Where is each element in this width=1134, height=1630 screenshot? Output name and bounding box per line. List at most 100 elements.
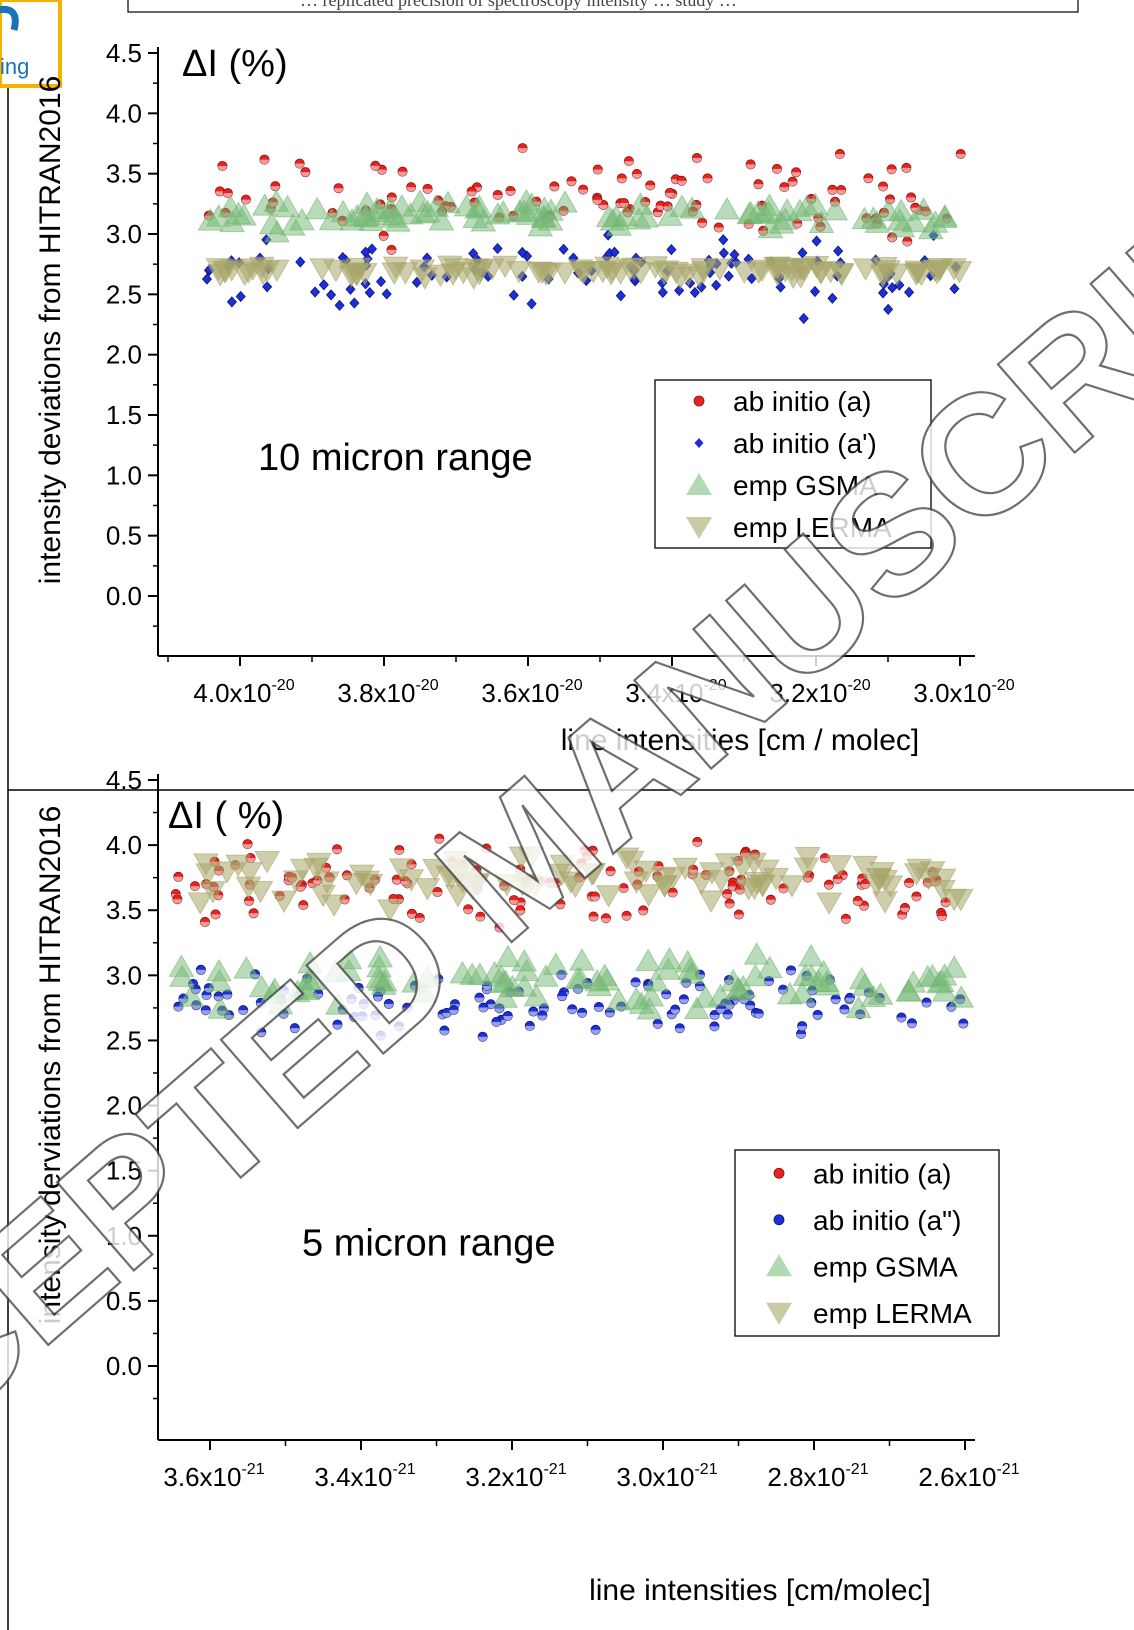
point [948, 985, 975, 1008]
point-highlight [592, 199, 603, 205]
point-highlight [887, 237, 897, 242]
y-tick-label: 3.0 [106, 219, 142, 249]
point [225, 201, 252, 225]
point [910, 197, 937, 220]
point-highlight [463, 909, 473, 914]
point [860, 984, 887, 1008]
point [595, 885, 622, 908]
y-tick-label: 3.5 [106, 159, 142, 189]
point [513, 188, 540, 212]
point-highlight [946, 1006, 956, 1012]
point-highlight [481, 848, 492, 854]
x-tick-label: 3.2x10-20 [769, 677, 870, 708]
point-highlight [397, 171, 408, 177]
x-tick-label: 3.0x10-20 [913, 677, 1014, 708]
point [349, 297, 360, 309]
point [271, 890, 297, 914]
point-highlight [677, 180, 687, 186]
point [772, 207, 799, 230]
point [304, 196, 330, 220]
point-highlight [376, 1035, 386, 1041]
point-highlight [833, 879, 843, 884]
point-highlight [605, 1012, 615, 1018]
point-highlight [434, 838, 444, 844]
point [868, 862, 895, 885]
point [872, 891, 898, 914]
point-highlight [956, 154, 966, 159]
legend-label: ab initio (a) [813, 1158, 952, 1189]
point-highlight [772, 168, 782, 174]
point-highlight [577, 1012, 587, 1018]
point-highlight [373, 996, 383, 1002]
point [345, 283, 356, 295]
point [236, 862, 263, 885]
y-tick-label: 3.0 [106, 960, 142, 990]
point [339, 208, 365, 231]
point-highlight [621, 915, 632, 921]
y-tick-label: 2.5 [106, 1025, 142, 1055]
point [674, 284, 685, 297]
point-highlight [406, 187, 416, 192]
point-highlight [567, 1009, 577, 1014]
y-tick-label: 0.5 [106, 1286, 142, 1316]
point [206, 958, 232, 982]
point [254, 851, 280, 874]
point [584, 968, 610, 992]
point [736, 201, 763, 225]
point-highlight [415, 917, 425, 923]
point [532, 964, 559, 987]
point [613, 847, 640, 870]
point-highlight [824, 884, 834, 890]
point [291, 975, 317, 999]
point-highlight [590, 896, 600, 902]
point [381, 288, 392, 300]
point [904, 286, 915, 298]
point [628, 262, 654, 285]
point [398, 869, 425, 892]
range-annotation: 10 micron range [258, 437, 533, 479]
point [883, 303, 894, 315]
point-highlight [617, 178, 627, 184]
point-highlight [509, 900, 519, 905]
point-highlight [200, 921, 210, 927]
legend-marker [686, 517, 712, 539]
point-highlight [831, 999, 841, 1004]
point [517, 246, 528, 259]
point-highlight [630, 982, 641, 987]
point-highlight [716, 1008, 726, 1014]
point [336, 946, 363, 970]
point [756, 955, 783, 979]
point [345, 257, 372, 281]
point [384, 209, 411, 232]
point-highlight [911, 896, 922, 902]
point [495, 944, 521, 968]
point [655, 957, 682, 980]
point [169, 964, 195, 987]
point-highlight [173, 876, 183, 882]
point-highlight [578, 189, 588, 195]
point-highlight [295, 163, 305, 169]
legend-marker [773, 1167, 785, 1179]
point-highlight [298, 905, 308, 910]
point-highlight [702, 178, 713, 183]
point [211, 260, 238, 284]
point [792, 963, 819, 986]
point-highlight [744, 224, 754, 229]
point-highlight [907, 1023, 917, 1028]
point [326, 289, 337, 301]
legend-label: emp GSMA [733, 470, 878, 501]
point [887, 282, 898, 294]
point-highlight [394, 849, 404, 855]
point-highlight [432, 892, 443, 897]
y-tick-label: 1.5 [106, 400, 142, 430]
legend-label: emp GSMA [813, 1251, 958, 1282]
x-axis-title: line intensities [cm/molec] [589, 1574, 931, 1607]
legend-label: emp LERMA [733, 512, 892, 543]
point [851, 206, 878, 230]
point-highlight [556, 974, 566, 980]
point-highlight [392, 879, 402, 885]
point [318, 279, 329, 291]
point-highlight [896, 1017, 907, 1023]
point [745, 261, 772, 285]
